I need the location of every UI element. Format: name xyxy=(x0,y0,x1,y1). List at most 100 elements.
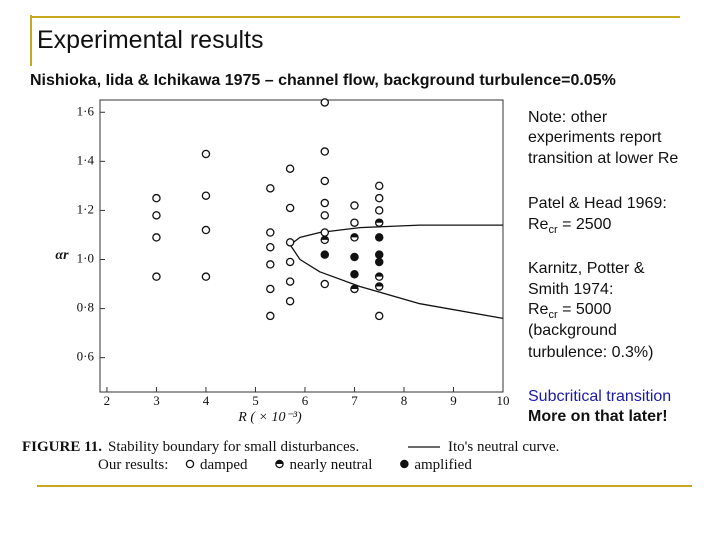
marker xyxy=(285,203,295,213)
x-tick-label: 9 xyxy=(450,393,457,408)
marker xyxy=(201,191,211,200)
marker xyxy=(350,252,359,262)
marker xyxy=(152,272,161,281)
marker xyxy=(350,218,359,227)
marker xyxy=(320,250,330,259)
y-axis-label: αr xyxy=(55,248,69,263)
marker xyxy=(374,218,384,227)
note-line: Note: other xyxy=(528,109,608,126)
marker-half xyxy=(321,236,329,240)
marker xyxy=(320,176,330,186)
x-tick-label: 2 xyxy=(104,393,111,408)
marker xyxy=(201,149,211,159)
marker xyxy=(374,206,384,215)
caption-text: Stability boundary for small disturbance… xyxy=(108,439,359,455)
legend-entry: amplified xyxy=(414,457,472,473)
marker xyxy=(185,459,195,469)
note-line: experiments report xyxy=(528,129,662,146)
x-tick-label: 5 xyxy=(252,393,259,408)
marker xyxy=(285,257,295,267)
marker xyxy=(266,228,275,237)
re-sub: cr xyxy=(548,224,558,236)
x-tick-label: 10 xyxy=(497,393,510,408)
marker xyxy=(320,147,330,156)
marker xyxy=(201,225,211,235)
x-tick-label: 6 xyxy=(302,393,309,408)
marker xyxy=(266,184,275,193)
y-tick-label: 1·4 xyxy=(77,152,95,167)
note-line: Subcritical transition xyxy=(528,388,671,405)
marker xyxy=(320,228,330,237)
marker xyxy=(285,238,295,247)
re-sub: cr xyxy=(548,309,558,321)
marker xyxy=(285,296,295,306)
note-line: Karnitz, Potter & xyxy=(528,260,645,277)
marker xyxy=(374,282,384,291)
marker-half xyxy=(375,273,383,277)
subtitle: Nishioka, Iida & Ichikawa 1975 – channel… xyxy=(30,72,616,89)
marker xyxy=(285,277,295,286)
marker xyxy=(266,311,275,321)
marker xyxy=(350,284,359,294)
figure-number: FIGURE 11. xyxy=(22,439,102,455)
marker xyxy=(266,242,275,252)
marker xyxy=(266,284,275,294)
x-axis-label: R ( × 10⁻³) xyxy=(237,410,302,425)
y-tick-label: 1·0 xyxy=(77,250,94,265)
marker xyxy=(320,235,330,245)
re: Re xyxy=(528,301,549,318)
note-line: transition at lower Re xyxy=(528,150,678,167)
legend-intro: Our results: xyxy=(98,457,168,473)
marker xyxy=(320,211,330,220)
marker-half xyxy=(375,219,383,223)
note-line: (background xyxy=(528,322,617,339)
marker xyxy=(374,193,384,203)
marker xyxy=(374,233,384,242)
re-value: = 2500 xyxy=(558,216,612,233)
marker-half xyxy=(375,282,383,287)
re-value: = 5000 xyxy=(558,301,612,318)
plot-frame xyxy=(99,99,504,393)
marker xyxy=(266,260,275,269)
caption: FIGURE 11. Stability boundary for small … xyxy=(22,439,559,473)
marker xyxy=(350,233,359,242)
marker xyxy=(374,311,384,321)
notes: Note: other experiments report transitio… xyxy=(528,109,678,425)
x-tick-label: 3 xyxy=(153,393,160,408)
x-tick-label: 4 xyxy=(203,393,210,408)
marker xyxy=(374,257,384,267)
note-line: More on that later! xyxy=(528,408,668,425)
marker xyxy=(374,250,384,259)
note-line: Recr = 5000 xyxy=(528,301,612,321)
marker-half xyxy=(275,460,284,464)
x-tick-label: 7 xyxy=(351,393,358,408)
marker-half xyxy=(350,285,359,289)
legend-entry: damped xyxy=(200,457,248,473)
marker xyxy=(320,98,330,107)
y-tick-label: 1·6 xyxy=(77,103,95,118)
y-tick-label: 0·6 xyxy=(77,349,95,364)
marker xyxy=(400,459,409,469)
marker xyxy=(350,201,359,210)
note-line: Smith 1974: xyxy=(528,281,613,298)
marker xyxy=(275,459,284,469)
marker xyxy=(285,164,295,173)
re: Re xyxy=(528,216,549,233)
marker xyxy=(374,181,384,191)
y-tick-label: 1·2 xyxy=(77,201,94,216)
marker xyxy=(350,269,359,279)
marker xyxy=(152,211,161,220)
y-tick-label: 0·8 xyxy=(77,300,94,315)
legend-entry: nearly neutral xyxy=(289,457,372,473)
marker xyxy=(152,193,161,203)
marker xyxy=(320,198,330,208)
marker-half xyxy=(350,233,359,238)
note-line: Recr = 2500 xyxy=(528,216,612,236)
marker xyxy=(374,272,384,281)
note-line: turbulence: 0.3%) xyxy=(528,344,653,361)
curve-label: Ito's neutral curve. xyxy=(448,439,559,455)
note-line: Patel & Head 1969: xyxy=(528,195,667,212)
marker xyxy=(201,272,211,281)
